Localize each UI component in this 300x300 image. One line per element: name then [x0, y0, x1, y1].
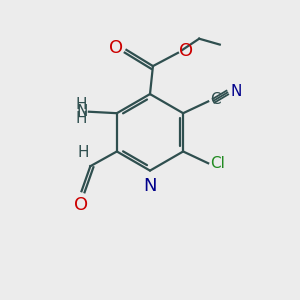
Text: O: O: [74, 196, 88, 214]
Text: C: C: [210, 92, 220, 107]
Text: O: O: [179, 42, 194, 60]
Text: N: N: [230, 84, 242, 99]
Text: H: H: [77, 145, 89, 160]
Text: N: N: [76, 103, 87, 118]
Text: Cl: Cl: [210, 156, 224, 171]
Text: H: H: [76, 97, 87, 112]
Text: N: N: [143, 177, 157, 195]
Text: O: O: [109, 39, 123, 57]
Text: H: H: [76, 111, 87, 126]
